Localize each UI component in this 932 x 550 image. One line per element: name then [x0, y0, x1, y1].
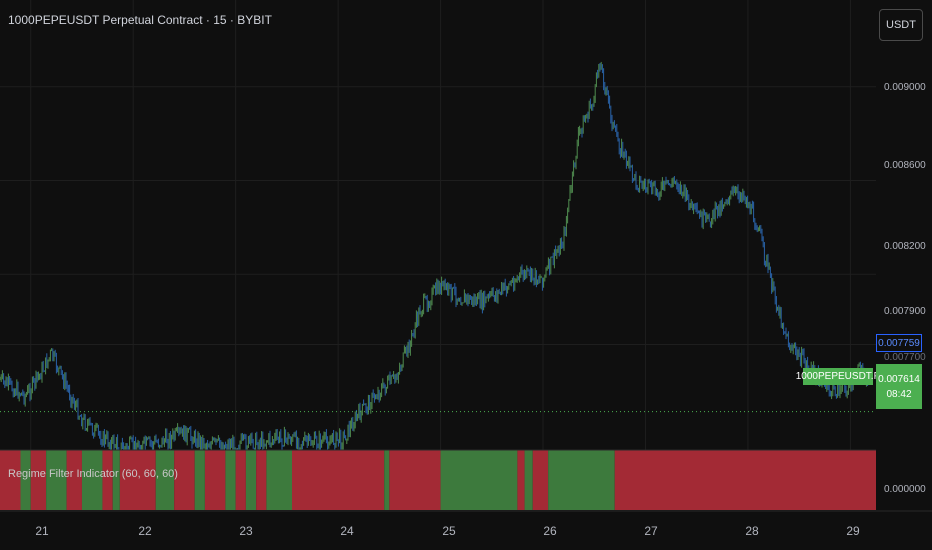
price-candles	[0, 61, 869, 450]
x-tick-label: 24	[340, 524, 354, 538]
y-tick-label: 0.008200	[884, 241, 926, 252]
y-tick-label: 0.008600	[884, 160, 926, 171]
x-tick-label: 28	[745, 524, 759, 538]
regime-band-bull	[46, 450, 67, 510]
regime-band-bull	[225, 450, 236, 510]
regime-band-bull	[155, 450, 175, 510]
price-marker-blue: 0.007759	[876, 334, 922, 352]
regime-band-bear	[614, 450, 876, 510]
regime-band-bear	[0, 450, 21, 510]
currency-button[interactable]: USDT	[879, 9, 923, 41]
regime-band-bull	[384, 450, 390, 510]
regime-band-bull	[245, 450, 257, 510]
x-tick-label: 26	[543, 524, 557, 538]
regime-band-bull	[548, 450, 615, 510]
x-tick-label: 21	[35, 524, 49, 538]
regime-band-bear	[102, 450, 113, 510]
y-tick-label: 0.007900	[884, 306, 926, 317]
regime-band-bear	[389, 450, 441, 510]
x-tick-label: 29	[846, 524, 860, 538]
chart-title: 1000PEPEUSDT Perpetual Contract · 15 · B…	[8, 13, 272, 27]
regime-band-bear	[256, 450, 267, 510]
regime-band-bear	[119, 450, 156, 510]
regime-band-bull	[266, 450, 292, 510]
indicator-y-tick: 0.000000	[884, 484, 926, 495]
x-tick-label: 25	[442, 524, 456, 538]
regime-band-bear	[532, 450, 549, 510]
x-tick-label: 27	[644, 524, 658, 538]
bar-countdown: 08:42	[886, 388, 912, 400]
regime-band-bull	[81, 450, 103, 510]
regime-band-bear	[204, 450, 226, 510]
x-tick-label: 23	[239, 524, 253, 538]
regime-band-bear	[235, 450, 246, 510]
last-price-value: 0.007614	[878, 373, 920, 385]
regime-band-bull	[440, 450, 518, 510]
y-tick-label-partial: 0.007700	[884, 352, 926, 363]
regime-band-bull	[20, 450, 31, 510]
x-tick-label: 22	[138, 524, 152, 538]
regime-band-bull	[112, 450, 120, 510]
indicator-label[interactable]: Regime Filter Indicator (60, 60, 60)	[8, 468, 178, 480]
regime-band-bull	[194, 450, 205, 510]
last-price-tag: 0.007614 08:42	[876, 364, 922, 409]
regime-band-bear	[66, 450, 82, 510]
regime-band-bear	[30, 450, 47, 510]
regime-band-bull	[524, 450, 533, 510]
regime-band-bear	[517, 450, 525, 510]
regime-band-bear	[292, 450, 385, 510]
y-tick-label: 0.009000	[884, 82, 926, 93]
regime-band-bear	[174, 450, 195, 510]
symbol-price-label: 1000PEPEUSDT.P	[796, 368, 880, 385]
